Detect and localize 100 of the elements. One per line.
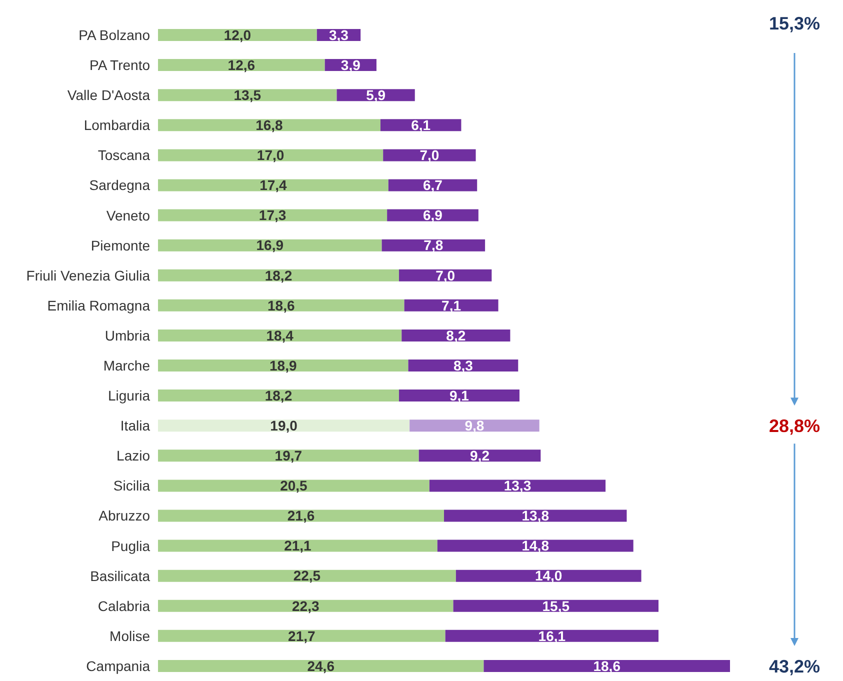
- bar: [444, 510, 627, 522]
- bar: [158, 29, 317, 42]
- bar: [402, 329, 510, 342]
- bar: [404, 299, 498, 312]
- bar: [445, 630, 658, 642]
- y-tick-label: Calabria: [98, 598, 150, 614]
- data-label: 21,1: [284, 538, 312, 554]
- y-tick-label: Sicilia: [113, 478, 150, 494]
- y-tick-label: Lazio: [116, 448, 150, 464]
- data-label: 22,3: [292, 598, 320, 614]
- data-label: 7,0: [436, 267, 456, 284]
- data-label: 21,6: [287, 508, 315, 524]
- data-label: 13,3: [504, 478, 532, 494]
- data-label: 3,9: [340, 56, 361, 73]
- bar: [158, 179, 388, 192]
- data-label: 14,8: [522, 538, 550, 554]
- bar: [158, 360, 408, 372]
- data-label: 16,8: [256, 117, 284, 134]
- data-label: 17,3: [258, 207, 286, 224]
- data-label: 5,9: [366, 87, 386, 104]
- data-label: 9,2: [470, 448, 490, 464]
- data-label: 21,7: [288, 628, 316, 644]
- data-label: 18,6: [268, 297, 295, 314]
- y-tick-label: Puglia: [111, 538, 150, 554]
- data-label: 20,5: [280, 478, 308, 494]
- bar: [158, 89, 337, 102]
- y-tick-label: Friuli Venezia Giulia: [26, 267, 150, 284]
- bar: [158, 480, 430, 492]
- text: 15,3%: [768, 13, 820, 34]
- y-tick-label: Sardegna: [89, 177, 150, 194]
- bar: [380, 119, 462, 132]
- data-label: 17,4: [260, 177, 288, 194]
- bar: [158, 269, 399, 282]
- data-label: 18,2: [264, 267, 292, 284]
- bar: [398, 269, 492, 282]
- y-tick-label: Abruzzo: [98, 508, 150, 524]
- bar: [158, 420, 410, 432]
- bar: [429, 480, 606, 492]
- bar: [484, 660, 730, 672]
- data-label: 18,4: [266, 327, 294, 344]
- bar: [437, 540, 634, 552]
- data-label: 7,1: [442, 297, 462, 314]
- bar: [158, 209, 388, 222]
- data-label: 14,0: [534, 568, 562, 584]
- data-label: 3,3: [329, 26, 349, 43]
- bar: [158, 149, 384, 162]
- y-tick-label: Emilia Romagna: [47, 297, 150, 314]
- bar: [383, 149, 476, 162]
- data-label: 13,5: [234, 87, 262, 104]
- bar: [418, 450, 541, 462]
- bar: [158, 540, 438, 552]
- data-label: 6,9: [423, 207, 443, 224]
- data-label: 12,6: [228, 56, 256, 73]
- bar: [387, 209, 478, 222]
- data-label: 12,0: [224, 26, 252, 43]
- bar: [408, 360, 518, 372]
- bar: [158, 329, 402, 342]
- bar: [158, 660, 484, 672]
- y-tick-label: Molise: [110, 628, 150, 644]
- bar: [453, 600, 658, 612]
- bar: [158, 450, 419, 462]
- text: 28,8%: [768, 416, 820, 436]
- bar: [158, 570, 456, 582]
- data-label: 6,1: [411, 117, 431, 134]
- data-label: 16,1: [538, 628, 566, 644]
- data-label: 15,5: [542, 598, 570, 614]
- bar: [158, 119, 380, 132]
- y-tick-label: Valle D'Aosta: [67, 87, 150, 104]
- bar: [388, 179, 478, 192]
- y-tick-label: Marche: [103, 357, 150, 374]
- y-tick-label: PA Trento: [90, 57, 150, 74]
- data-label: 9,1: [449, 387, 470, 404]
- y-tick-label: Toscana: [98, 147, 150, 164]
- text: 43,2%: [768, 656, 820, 676]
- bar: [456, 570, 642, 582]
- y-tick-label: Basilicata: [90, 568, 150, 584]
- data-label: 13,8: [522, 508, 550, 524]
- y-tick-label: Veneto: [106, 207, 150, 224]
- bar: [398, 390, 520, 402]
- y-tick-label: Lombardia: [84, 117, 150, 134]
- y-tick-label: Liguria: [108, 388, 150, 404]
- bar: [158, 630, 446, 642]
- data-label: 9,8: [464, 418, 484, 434]
- bar: [158, 510, 444, 522]
- data-label: 18,9: [270, 357, 297, 374]
- data-label: 18,6: [593, 658, 621, 674]
- bar: [158, 239, 382, 252]
- bar: [410, 420, 540, 432]
- data-label: 16,9: [256, 237, 284, 254]
- data-label: 17,0: [256, 147, 284, 164]
- data-label: 19,7: [274, 448, 302, 464]
- bar: [158, 600, 454, 612]
- y-tick-label: Piemonte: [90, 237, 150, 254]
- y-tick-label: Italia: [120, 418, 150, 434]
- data-label: 6,7: [423, 177, 443, 194]
- bar: [158, 299, 404, 312]
- bar: [382, 239, 486, 252]
- data-label: 22,5: [293, 568, 321, 584]
- data-label: 24,6: [307, 658, 335, 674]
- y-tick-label: PA Bolzano: [78, 26, 150, 43]
